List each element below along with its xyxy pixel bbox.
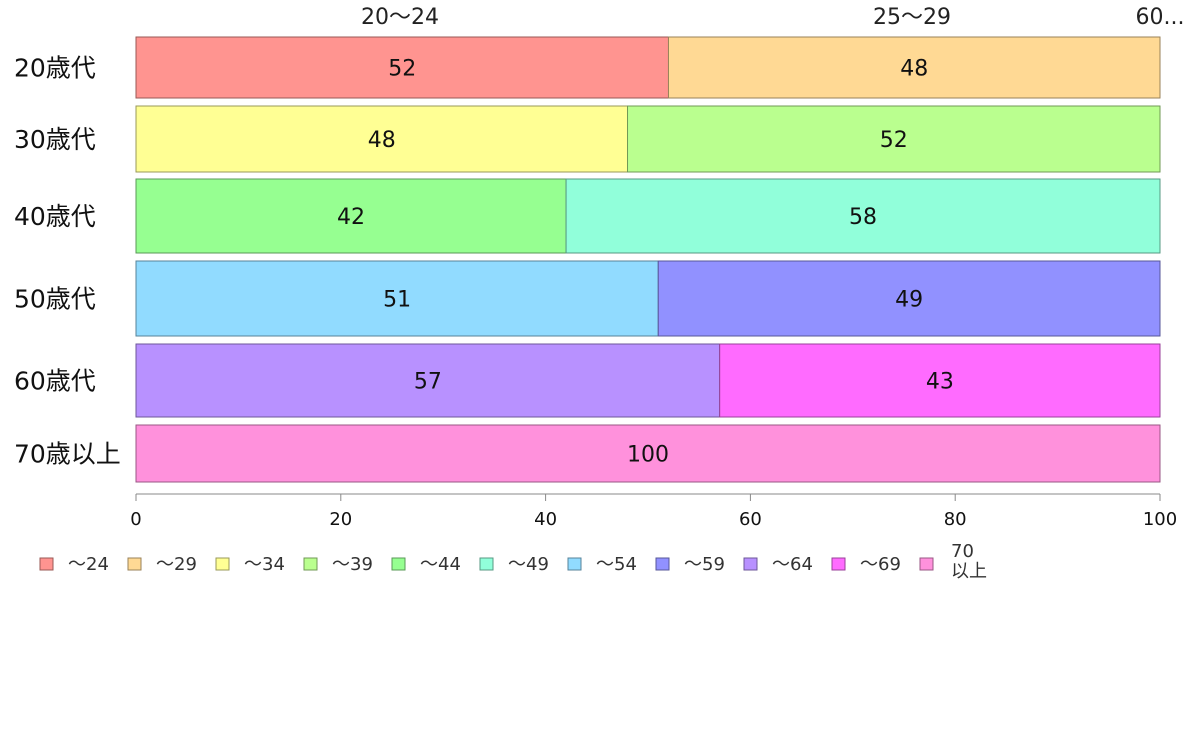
data-label: 43: [926, 370, 954, 395]
legend-label: 〜69: [860, 554, 901, 575]
legend-label: 〜59: [684, 554, 725, 575]
legend-swatch: [831, 557, 846, 571]
category-label: 40歳代: [14, 202, 96, 231]
x-axis: 0 20 40 60 80 100: [130, 493, 1177, 530]
bar-segment: [627, 105, 1161, 173]
bar-row: 48 52: [135, 105, 1161, 173]
legend-item: 〜49: [479, 554, 549, 575]
x-tick-label: 60: [739, 509, 762, 530]
category-label: 30歳代: [14, 125, 96, 154]
data-label: 52: [388, 57, 416, 82]
legend: 〜24 〜29 〜34 〜39 〜44 〜49 〜54 〜59 〜64 〜69 70 以上: [39, 541, 987, 582]
legend-item: 〜64: [743, 554, 813, 575]
legend-swatch: [655, 557, 670, 571]
legend-label: 〜24: [68, 554, 109, 575]
category-label: 70歳以上: [14, 440, 121, 469]
data-label: 49: [895, 288, 923, 313]
legend-label: 〜29: [156, 554, 197, 575]
top-labels: 20〜24 25〜29 60...: [361, 5, 1184, 30]
legend-item: 〜69: [831, 554, 901, 575]
category-labels: 20歳代 30歳代 40歳代 50歳代 60歳代 70歳以上: [14, 54, 121, 469]
data-label: 51: [383, 288, 411, 313]
legend-swatch: [215, 557, 230, 571]
bar-segment: [135, 343, 721, 418]
legend-item: 〜34: [215, 554, 285, 575]
category-label: 50歳代: [14, 285, 96, 314]
bar-segment: [565, 178, 1161, 254]
x-tick-label: 40: [534, 509, 557, 530]
x-tick-label: 20: [329, 509, 352, 530]
bar-row: 100: [135, 424, 1161, 483]
category-label: 20歳代: [14, 54, 96, 83]
x-tick-label: 100: [1143, 509, 1177, 530]
bar-row: 51 49: [135, 260, 1161, 337]
legend-label: 〜49: [508, 554, 549, 575]
legend-item: 70 以上: [919, 541, 987, 582]
bar-row: 57 43: [135, 343, 1161, 418]
legend-label: 70 以上: [951, 541, 987, 582]
legend-swatch: [479, 557, 494, 571]
data-label: 48: [368, 128, 396, 153]
data-label: 58: [849, 205, 877, 230]
legend-swatch: [39, 557, 54, 571]
bar-segment: [135, 424, 1161, 483]
data-label: 100: [627, 443, 669, 468]
bar-segment: [719, 343, 1161, 418]
legend-swatch: [919, 557, 934, 571]
bar-segment: [657, 260, 1161, 337]
legend-item: 〜29: [127, 554, 197, 575]
top-label: 25〜29: [873, 5, 951, 30]
x-tick-label: 0: [130, 509, 141, 530]
top-label: 20〜24: [361, 5, 439, 30]
legend-label: 〜44: [420, 554, 461, 575]
x-tick-label: 80: [944, 509, 967, 530]
category-label: 60歳代: [14, 367, 96, 396]
legend-item: 〜44: [391, 554, 461, 575]
bars: 52 48 48 52 42 58 51 49 57 43 100: [135, 36, 1161, 483]
bar-segment: [135, 260, 659, 337]
data-label: 57: [414, 370, 442, 395]
legend-label: 〜54: [596, 554, 637, 575]
bar-segment: [667, 36, 1161, 99]
legend-swatch: [303, 557, 318, 571]
legend-item: 〜54: [567, 554, 637, 575]
data-label: 42: [337, 205, 365, 230]
legend-label: 〜39: [332, 554, 373, 575]
legend-swatch: [127, 557, 142, 571]
legend-item: 〜39: [303, 554, 373, 575]
legend-item: 〜59: [655, 554, 725, 575]
top-label: 60...: [1136, 5, 1185, 30]
bar-row: 42 58: [135, 178, 1161, 254]
bar-segment: [135, 36, 669, 99]
bar-segment: [135, 178, 567, 254]
bar-segment: [135, 105, 629, 173]
legend-item: 〜24: [39, 554, 109, 575]
legend-label: 〜64: [772, 554, 813, 575]
data-label: 48: [900, 57, 928, 82]
legend-swatch: [391, 557, 406, 571]
legend-swatch: [567, 557, 582, 571]
bar-row: 52 48: [135, 36, 1161, 99]
legend-swatch: [743, 557, 758, 571]
data-label: 52: [880, 128, 908, 153]
legend-label: 〜34: [244, 554, 285, 575]
